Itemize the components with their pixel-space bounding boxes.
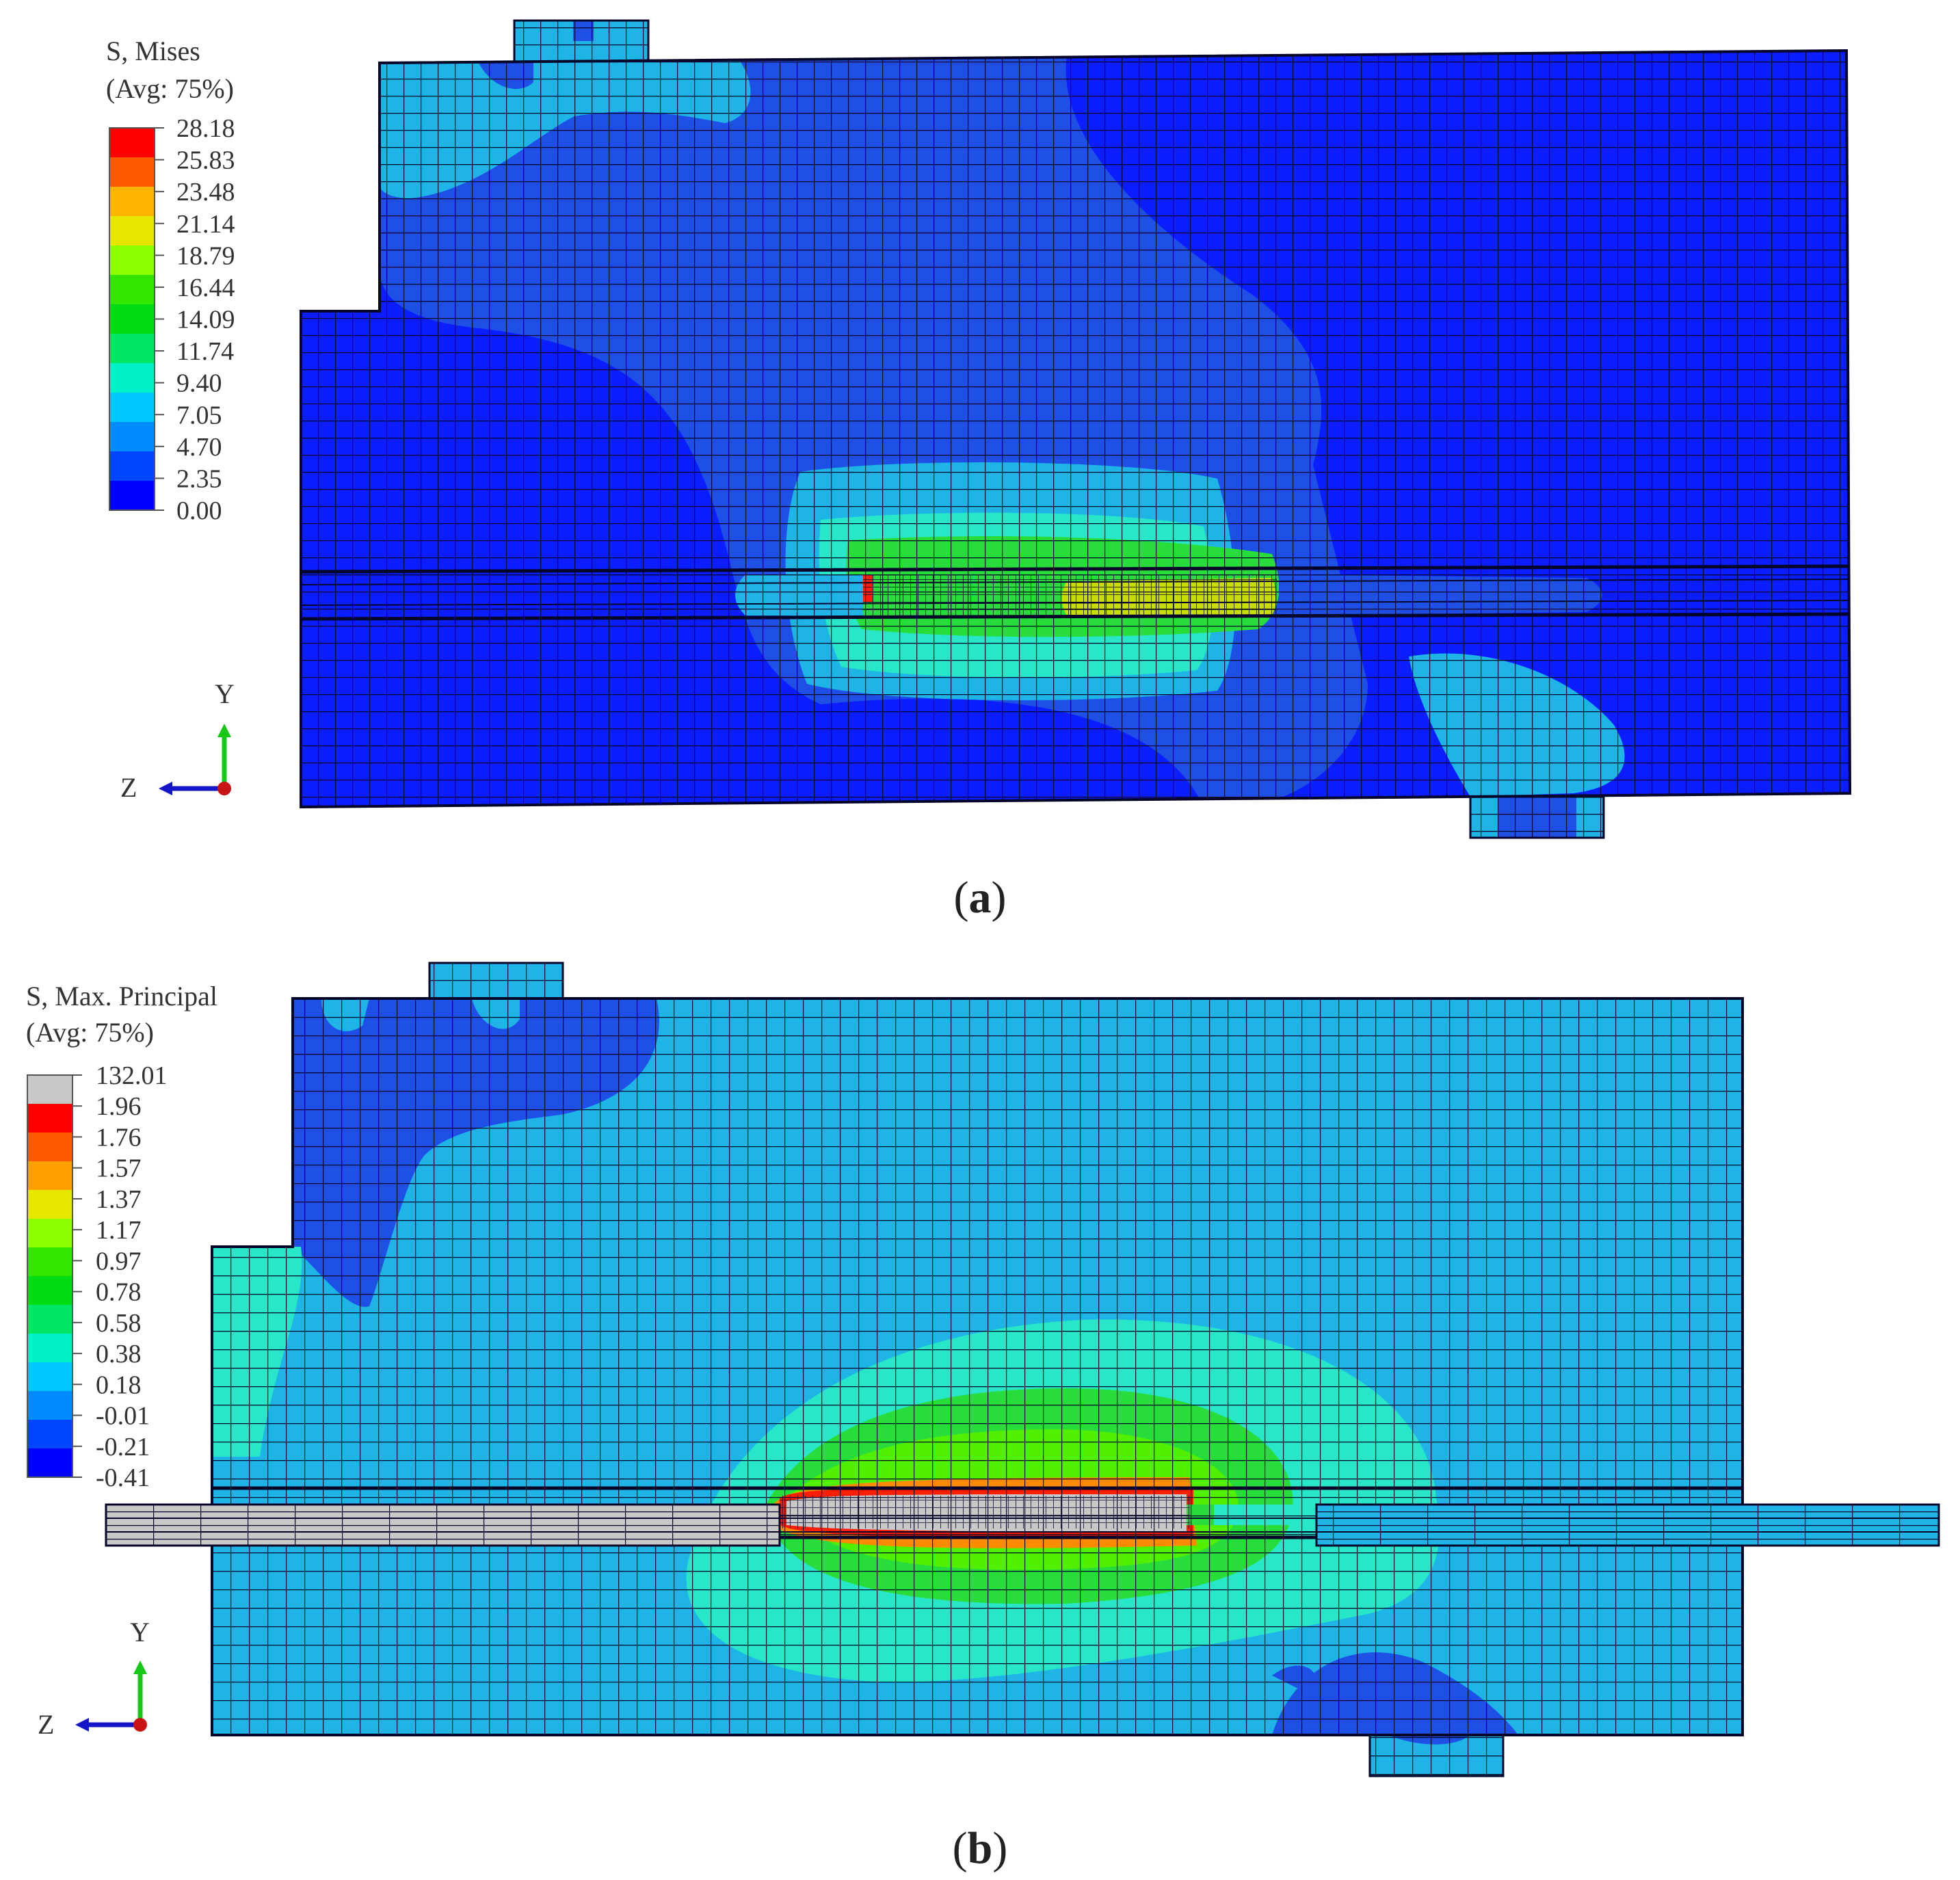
legend-label: 9.40 xyxy=(176,369,222,398)
legend-title: S, Max. Principal xyxy=(26,981,217,1011)
legend-swatch xyxy=(27,1391,72,1420)
legend-swatch xyxy=(109,216,155,246)
legend-frame xyxy=(27,1074,73,1478)
legend-label: 4.70 xyxy=(176,433,222,462)
origin-dot xyxy=(133,1718,147,1732)
z-axis-label: Z xyxy=(120,772,137,803)
legend-label: 7.05 xyxy=(176,401,222,429)
legend-swatch xyxy=(27,1448,72,1477)
legend-label: 28.18 xyxy=(176,114,235,143)
legend-swatch xyxy=(27,1334,72,1362)
legend-b: S, Max. Principal (Avg: 75%) 132.011.961… xyxy=(26,981,217,1492)
legend-subtitle: (Avg: 75%) xyxy=(106,73,234,104)
y-axis-label: Y xyxy=(215,678,235,709)
legend-label: 0.97 xyxy=(96,1247,142,1275)
legend-label: 2.35 xyxy=(176,464,222,493)
specimen-outline xyxy=(300,49,1852,809)
legend-label: 0.58 xyxy=(96,1309,142,1338)
legend-label: 132.01 xyxy=(96,1061,168,1090)
legend-color-bar xyxy=(27,1074,73,1478)
origin-dot xyxy=(217,782,231,795)
legend-swatch xyxy=(27,1219,72,1247)
legend-label: -0.41 xyxy=(96,1464,150,1492)
legend-swatch xyxy=(109,451,155,481)
legend-label: 1.76 xyxy=(96,1123,142,1152)
y-axis-label: Y xyxy=(130,1617,150,1647)
caption-a: (a) xyxy=(953,873,1007,923)
legend-label: 0.18 xyxy=(96,1371,142,1399)
axis-triad-a: Y Z xyxy=(120,678,235,803)
caption-b: (b) xyxy=(952,1823,1008,1873)
legend-label: -0.21 xyxy=(96,1433,150,1461)
legend-label: 21.14 xyxy=(176,210,235,239)
panel-a-figure: S, Mises (Avg: 75%) 28.18 25.83 23.48 21.14… xyxy=(106,19,1852,839)
legend-label: 0.78 xyxy=(96,1278,142,1307)
legend-label: 23.48 xyxy=(176,178,235,207)
legend-label: 16.44 xyxy=(176,274,235,302)
legend-label: 25.83 xyxy=(176,146,235,175)
specimen-outline xyxy=(211,997,1744,1736)
legend-swatch xyxy=(109,187,155,216)
legend-swatch xyxy=(27,1420,72,1448)
legend-label: 11.74 xyxy=(176,337,234,366)
z-axis-label: Z xyxy=(38,1709,54,1740)
panel-a-mises-stress: S, Mises (Avg: 75%) 28.18 25.83 23.48 21.14… xyxy=(0,0,1960,937)
legend-swatch xyxy=(109,393,155,422)
legend-swatch xyxy=(27,1305,72,1334)
legend-label: 14.09 xyxy=(176,306,235,334)
axis-triad-b: Y Z xyxy=(38,1617,150,1740)
legend-a: S, Mises (Avg: 75%) 28.18 25.83 23.48 21.14… xyxy=(106,36,235,525)
legend-label: -0.01 xyxy=(96,1402,150,1431)
legend-label: 0.38 xyxy=(96,1340,142,1368)
legend-swatch xyxy=(27,1276,72,1305)
legend-title: S, Mises xyxy=(106,36,200,66)
legend-swatch xyxy=(27,1104,72,1133)
legend-swatch xyxy=(27,1075,72,1104)
panel-b-max-principal-stress: S, Max. Principal (Avg: 75%) 132.01 1.96 1… xyxy=(0,951,1960,1880)
legend-label: 18.79 xyxy=(176,241,235,270)
panel-b-figure: S, Max. Principal (Avg: 75%) 132.011.961… xyxy=(26,962,1940,1777)
legend-label: 1.37 xyxy=(96,1185,142,1214)
legend-swatch xyxy=(109,481,155,510)
legend-swatch xyxy=(109,275,155,304)
legend-swatch xyxy=(109,128,155,157)
legend-swatch xyxy=(109,422,155,451)
legend-subtitle: (Avg: 75%) xyxy=(26,1017,154,1048)
legend-swatch xyxy=(27,1161,72,1190)
fe-model-b xyxy=(105,962,1940,1777)
legend-label: 1.96 xyxy=(96,1092,142,1121)
legend-label: 1.17 xyxy=(96,1216,142,1245)
fe-model-a xyxy=(300,19,1852,839)
legend-swatch xyxy=(109,363,155,393)
legend-swatch xyxy=(109,304,155,334)
legend-color-bar xyxy=(109,127,155,511)
legend-swatch xyxy=(27,1247,72,1276)
legend-swatch xyxy=(109,157,155,187)
legend-swatch xyxy=(109,246,155,275)
legend-swatch xyxy=(27,1133,72,1161)
legend-swatch xyxy=(109,334,155,363)
legend-swatch xyxy=(27,1362,72,1391)
legend-swatch xyxy=(27,1190,72,1219)
legend-label: 0.00 xyxy=(176,497,222,525)
legend-label: 1.57 xyxy=(96,1154,142,1183)
